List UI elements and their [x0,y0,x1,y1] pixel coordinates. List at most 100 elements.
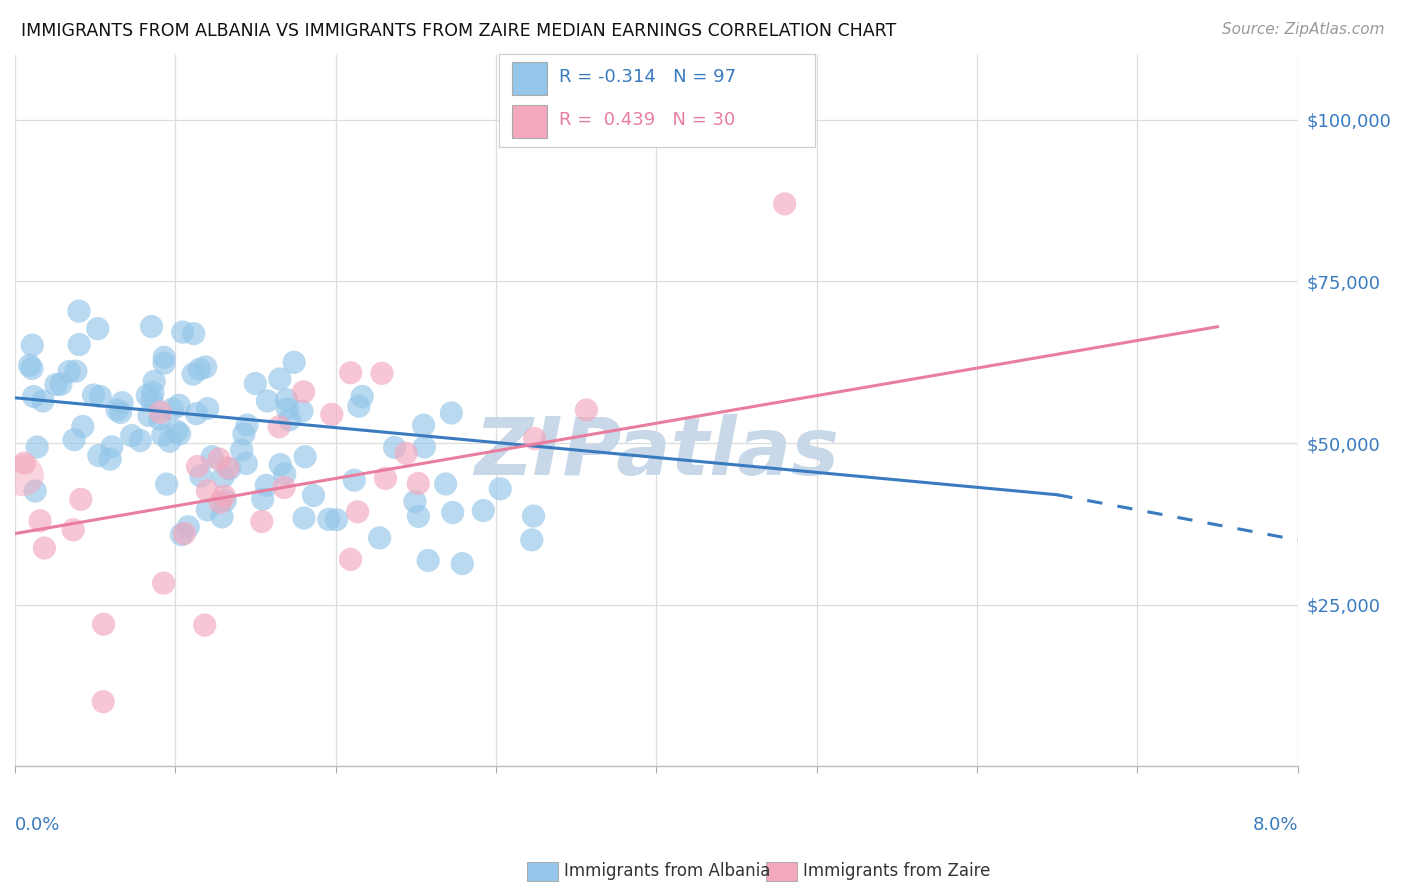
Point [235,457,257,471]
Point [49,377,72,392]
Point [156,477,179,491]
Point [83,388,105,402]
Point [72,419,94,434]
Point [269,458,291,472]
Point [197,401,219,416]
Point [404,494,426,508]
Point [440,406,463,420]
Point [273,467,295,481]
Point [236,417,259,432]
Point [13,456,35,470]
Point [93,617,115,632]
Point [169,426,191,441]
Point [86,321,108,335]
Text: Source: ZipAtlas.com: Source: ZipAtlas.com [1222,22,1385,37]
Text: R =  0.439   N = 30: R = 0.439 N = 30 [560,111,735,128]
Point [523,432,546,446]
Bar [512,62,547,95]
Point [190,469,212,483]
Point [252,492,274,507]
Point [18,359,41,373]
Point [325,513,347,527]
Point [121,428,143,442]
Point [65,364,87,378]
Point [256,394,278,409]
Point [413,440,436,454]
Point [201,450,224,464]
Point [149,405,172,419]
Point [575,403,598,417]
Point [177,520,200,534]
Point [522,509,544,524]
Text: IMMIGRANTS FROM ALBANIA VS IMMIGRANTS FROM ZAIRE MEDIAN EARNINGS CORRELATION CHA: IMMIGRANTS FROM ALBANIA VS IMMIGRANTS FR… [21,22,897,40]
Point [218,462,240,476]
Point [395,446,418,460]
Text: Immigrants from Zaire: Immigrants from Zaire [803,863,990,880]
Point [21,338,44,352]
Point [294,450,316,464]
Point [352,389,374,403]
Point [195,503,218,517]
Point [70,492,93,507]
Point [412,418,434,433]
Point [276,392,298,407]
Point [149,412,172,426]
Point [91,695,114,709]
Point [278,413,301,427]
Point [11,468,34,483]
Point [291,404,314,418]
Point [520,533,543,547]
Point [173,526,195,541]
Text: 8.0%: 8.0% [1253,816,1298,834]
Point [186,407,208,421]
Point [211,509,233,524]
Point [188,362,211,376]
Point [197,483,219,498]
Point [142,385,165,400]
Point [143,375,166,389]
Bar [512,105,547,138]
Point [105,403,128,417]
Point [451,557,474,571]
Point [172,325,194,339]
Point [214,489,236,503]
Point [441,506,464,520]
Point [339,552,361,566]
Point [101,440,124,454]
Point [34,541,56,555]
Point [166,424,188,438]
Point [194,359,217,374]
Point [31,394,53,409]
Point [472,503,495,517]
Point [89,390,111,404]
Point [98,452,121,467]
Point [22,390,45,404]
Point [418,553,440,567]
Point [368,531,391,545]
Point [321,407,343,421]
Point [347,399,370,413]
Point [152,428,174,442]
Point [181,367,204,381]
Point [292,384,315,399]
Point [212,470,235,484]
Point [58,364,80,378]
Point [25,440,48,454]
Point [371,367,394,381]
Point [374,471,396,485]
Point [138,409,160,423]
Point [67,304,90,318]
Point [153,356,176,370]
Point [62,523,84,537]
Point [773,197,796,211]
Point [186,459,208,474]
Point [254,478,277,492]
Point [250,515,273,529]
Point [183,326,205,341]
Point [269,419,291,434]
Point [136,388,159,402]
Point [87,449,110,463]
Text: ZIPatlas: ZIPatlas [474,415,839,492]
Point [141,319,163,334]
Point [30,514,52,528]
